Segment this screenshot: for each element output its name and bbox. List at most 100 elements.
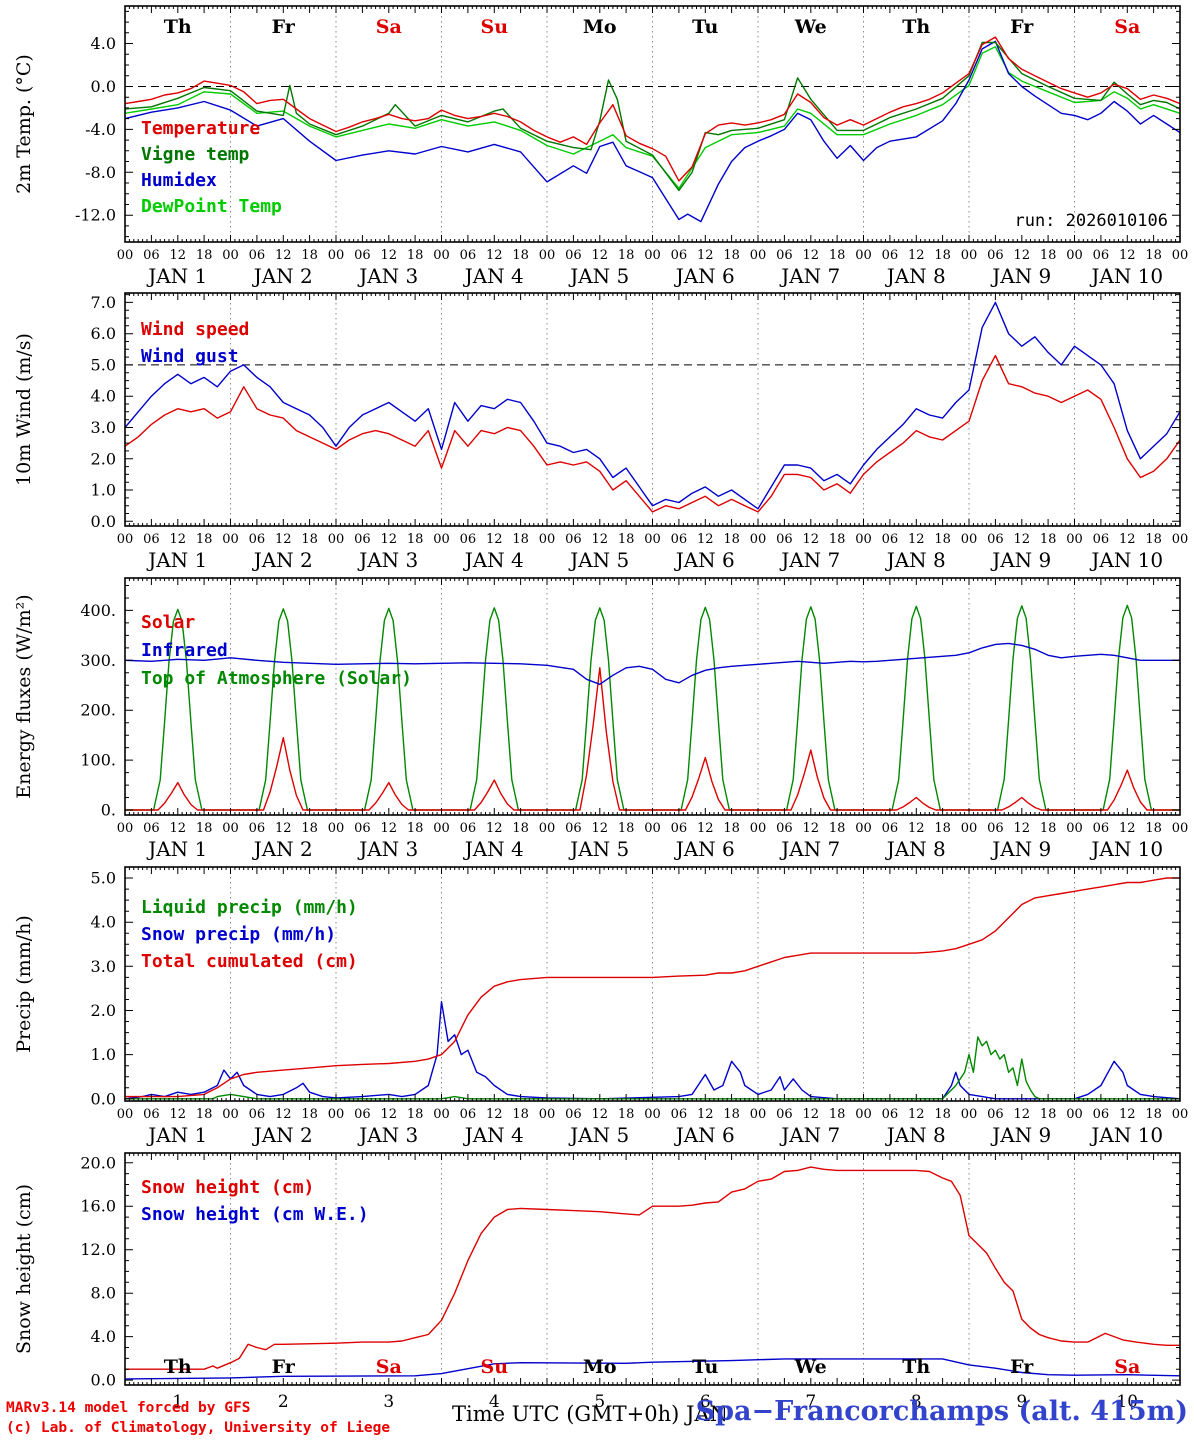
hour-tick-label: 18 xyxy=(407,821,424,836)
hour-tick-label: 18 xyxy=(301,821,318,836)
hour-tick-label: 00 xyxy=(1066,821,1083,836)
run-label: run: 2026010106 xyxy=(1014,211,1168,231)
hour-tick-label: 06 xyxy=(882,248,899,263)
legend-infrared: Infrared xyxy=(141,640,228,661)
y-ticks xyxy=(125,866,1180,1100)
hour-tick-label: 00 xyxy=(117,532,134,547)
hour-tick-label: 00 xyxy=(750,821,767,836)
day-label: JAN 4 xyxy=(463,264,524,288)
hour-tick-label: 12 xyxy=(908,821,925,836)
hour-tick-label: 00 xyxy=(644,1107,661,1122)
station-label: Spa−Francorchamps (alt. 415m) xyxy=(695,1396,1188,1427)
day-label: JAN 2 xyxy=(252,837,313,861)
hour-tick-label: 00 xyxy=(644,532,661,547)
x-ticks xyxy=(124,867,1181,1101)
hour-tick-label: 12 xyxy=(380,248,397,263)
y-tick-label: 200. xyxy=(80,701,116,720)
hour-tick-label: 06 xyxy=(565,1107,582,1122)
day-label: JAN 10 xyxy=(1089,1123,1163,1147)
y-tick-label: 1.0 xyxy=(91,1045,116,1064)
y-tick-label: 1.0 xyxy=(91,481,116,500)
day-number-label: 6 xyxy=(700,1392,711,1412)
hour-tick-label: 06 xyxy=(776,1107,793,1122)
hour-tick-label: 12 xyxy=(169,1107,186,1122)
hour-tick-label: 06 xyxy=(1093,532,1110,547)
hour-tick-label: 18 xyxy=(301,248,318,263)
hour-tick-label: 12 xyxy=(275,532,292,547)
hour-tick-label: 18 xyxy=(196,1107,213,1122)
hour-tick-label: 00 xyxy=(961,248,978,263)
weekday-label: Sa xyxy=(376,16,402,38)
hour-tick-label: 00 xyxy=(539,248,556,263)
hour-tick-label: 06 xyxy=(882,532,899,547)
hour-tick-label: 12 xyxy=(802,821,819,836)
x-ticks xyxy=(124,578,1181,815)
weekday-label: Th xyxy=(164,1356,192,1378)
series-wind-gust xyxy=(124,301,1181,510)
hour-tick-label: 12 xyxy=(908,248,925,263)
weekday-label: Tu xyxy=(692,16,718,38)
hour-tick-label: 00 xyxy=(433,532,450,547)
hour-tick-label: 00 xyxy=(1066,1107,1083,1122)
hour-tick-label: 06 xyxy=(671,821,688,836)
hour-tick-label: 00 xyxy=(539,1107,556,1122)
day-label: JAN 9 xyxy=(990,264,1051,288)
x-ticks xyxy=(124,293,1181,526)
hour-tick-label: 06 xyxy=(776,532,793,547)
hour-tick-label: 12 xyxy=(275,248,292,263)
hour-tick-label: 18 xyxy=(934,248,951,263)
hour-tick-label: 00 xyxy=(961,532,978,547)
legend-snow-height: Snow height (cm) xyxy=(141,1177,314,1198)
hour-tick-label: 06 xyxy=(776,821,793,836)
hour-tick-label: 12 xyxy=(1013,821,1030,836)
hour-tick-label: 18 xyxy=(618,532,635,547)
day-label: JAN 1 xyxy=(146,548,207,572)
model-credit-line2: (c) Lab. of Climatology, University of L… xyxy=(6,1420,391,1436)
hour-tick-label: 12 xyxy=(1013,532,1030,547)
hour-tick-label: 06 xyxy=(460,532,477,547)
hour-tick-label: 12 xyxy=(802,1107,819,1122)
hour-tick-label: 12 xyxy=(697,821,714,836)
hour-tick-label: 00 xyxy=(328,248,345,263)
series-dewpoint-temp xyxy=(124,46,1181,190)
hour-tick-label: 12 xyxy=(1119,821,1136,836)
hour-tick-label: 00 xyxy=(117,248,134,263)
legend-humidex: Humidex xyxy=(141,170,217,191)
weekday-label: Mo xyxy=(583,1356,617,1378)
hour-tick-label: 18 xyxy=(407,248,424,263)
legend-total-cumulated: Total cumulated (cm) xyxy=(141,951,358,972)
hour-tick-label: 12 xyxy=(591,248,608,263)
day-number-label: 7 xyxy=(805,1392,816,1412)
hour-tick-label: 12 xyxy=(697,1107,714,1122)
panel-temperature: -12.0 -8.0 -4.0 0.0 4.0 00 06 12 18 00 06 12 18 00 06 1… xyxy=(13,5,1188,288)
day-label: JAN 3 xyxy=(357,837,418,861)
weekday-label: Th xyxy=(902,1356,930,1378)
hour-tick-label: 18 xyxy=(1145,1107,1162,1122)
y-tick-label: 4.0 xyxy=(91,387,116,406)
hour-tick-label: 06 xyxy=(671,532,688,547)
hour-tick-label: 12 xyxy=(697,532,714,547)
hour-tick-label: 12 xyxy=(169,821,186,836)
y-axis-title: 2m Temp. (°C) xyxy=(13,54,35,194)
y-tick-label: 400. xyxy=(80,601,116,620)
y-tick-label: -12.0 xyxy=(75,206,116,225)
hour-tick-label: 12 xyxy=(169,248,186,263)
hour-tick-label: 12 xyxy=(275,1107,292,1122)
weekday-label: Sa xyxy=(376,1356,402,1378)
x-axis-title: Time UTC (GMT+0h) JAN xyxy=(452,1402,728,1426)
hour-tick-label: 12 xyxy=(1119,248,1136,263)
hour-tick-label: 06 xyxy=(249,532,266,547)
day-label: JAN 1 xyxy=(146,1123,207,1147)
model-credit: MARv3.14 model forced by GFS (c) Lab. of… xyxy=(6,1398,390,1438)
weekday-label: Fr xyxy=(1010,16,1034,38)
hour-tick-label: 06 xyxy=(987,532,1004,547)
day-label: JAN 8 xyxy=(885,264,946,288)
hour-tick-label: 06 xyxy=(1093,1107,1110,1122)
weekday-label: We xyxy=(794,16,827,38)
hour-tick-label: 12 xyxy=(908,1107,925,1122)
hour-tick-label: 00 xyxy=(855,821,872,836)
y-tick-label: 7.0 xyxy=(91,293,116,312)
legend-solar: Solar xyxy=(141,612,195,633)
hour-tick-label: 06 xyxy=(565,532,582,547)
